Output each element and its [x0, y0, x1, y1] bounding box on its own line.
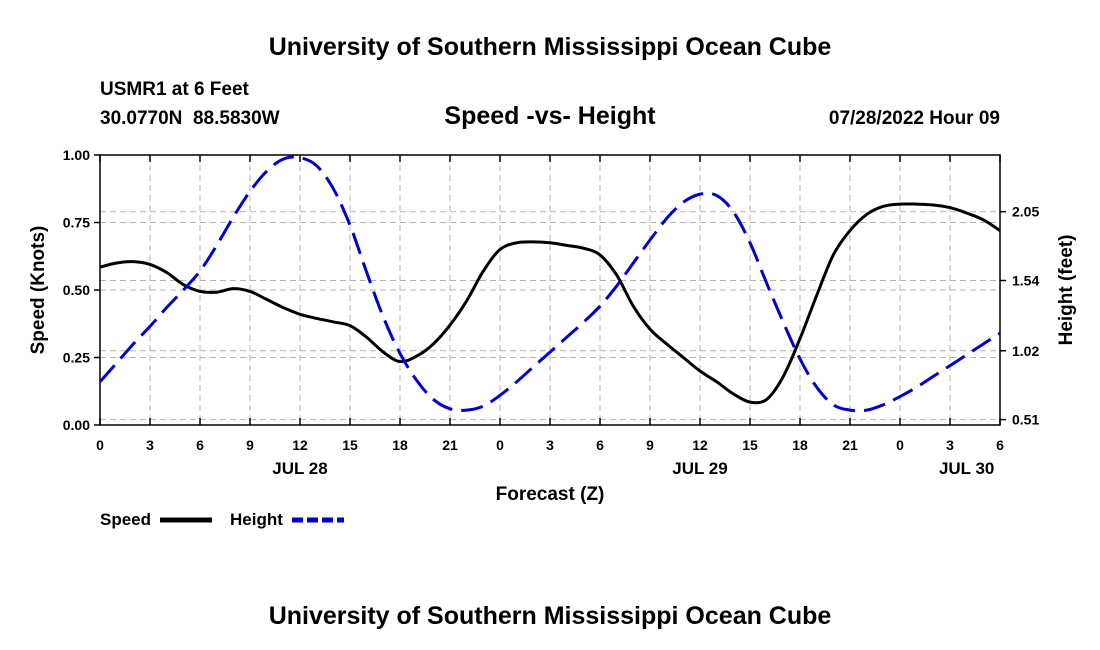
y2-tick-label: 1.54 — [1012, 273, 1039, 289]
station-name: USMR1 at 6 Feet — [100, 79, 250, 100]
legend: Speed Height — [100, 510, 344, 529]
speed-series-line — [99, 202, 1001, 405]
y2-tick-label: 1.02 — [1012, 343, 1039, 359]
y-tick-labels: 0.00 0.25 0.50 0.75 1.00 — [63, 147, 90, 433]
x-tick-labels: 0 3 6 9 12 15 18 21 0 3 6 9 12 15 18 21 0 3 6 — [96, 437, 1004, 453]
x-tick-label: 21 — [842, 437, 858, 453]
y2-tick-labels: 0.51 1.02 1.54 2.05 — [1012, 204, 1039, 428]
y-tick-label: 0.50 — [63, 282, 90, 298]
x-tick-label: 0 — [896, 437, 904, 453]
station-coordinates: 30.0770N 88.5830W — [100, 108, 280, 129]
x-tick-label: 9 — [646, 437, 654, 453]
x-tick-label: 9 — [246, 437, 254, 453]
date-label: JUL 28 — [272, 459, 327, 478]
x-tick-label: 0 — [96, 437, 104, 453]
legend-speed-label: Speed — [100, 510, 151, 529]
forecast-timestamp: 07/28/2022 Hour 09 — [829, 108, 1000, 129]
x-tick-label: 6 — [596, 437, 604, 453]
x-tick-label: 12 — [692, 437, 708, 453]
y-tick-label: 1.00 — [63, 147, 90, 163]
x-tick-label: 12 — [292, 437, 308, 453]
x-tick-label: 3 — [146, 437, 154, 453]
footer-title: University of Southern Mississippi Ocean… — [269, 602, 832, 630]
y-tick-label: 0.00 — [63, 417, 90, 433]
y2-axis-label: Height (feet) — [1056, 235, 1077, 346]
height-series-line — [98, 155, 1001, 413]
x-tick-label: 6 — [196, 437, 204, 453]
legend-height-label: Height — [230, 510, 283, 529]
x-axis-label: Forecast (Z) — [496, 484, 605, 505]
x-tick-label: 6 — [996, 437, 1004, 453]
y-tick-label: 0.25 — [63, 350, 90, 366]
date-label: JUL 29 — [672, 459, 727, 478]
series-lines — [98, 155, 1001, 413]
x-tick-label: 18 — [392, 437, 408, 453]
x-tick-label: 0 — [496, 437, 504, 453]
x-tick-label: 18 — [792, 437, 808, 453]
date-labels: JUL 28 JUL 29 JUL 30 — [272, 459, 994, 478]
y2-tick-label: 2.05 — [1012, 204, 1039, 220]
y-tick-label: 0.75 — [63, 215, 90, 231]
chart-title: Speed -vs- Height — [444, 102, 656, 130]
x-tick-label: 3 — [946, 437, 954, 453]
plot-frame — [99, 154, 1001, 426]
page-title: University of Southern Mississippi Ocean… — [269, 33, 832, 61]
y2-tick-label: 0.51 — [1012, 412, 1039, 428]
y-axis-label: Speed (Knots) — [28, 226, 49, 355]
x-tick-label: 3 — [546, 437, 554, 453]
x-tick-label: 15 — [742, 437, 758, 453]
x-tick-label: 15 — [342, 437, 358, 453]
x-tick-label: 21 — [442, 437, 458, 453]
date-label: JUL 30 — [939, 459, 994, 478]
